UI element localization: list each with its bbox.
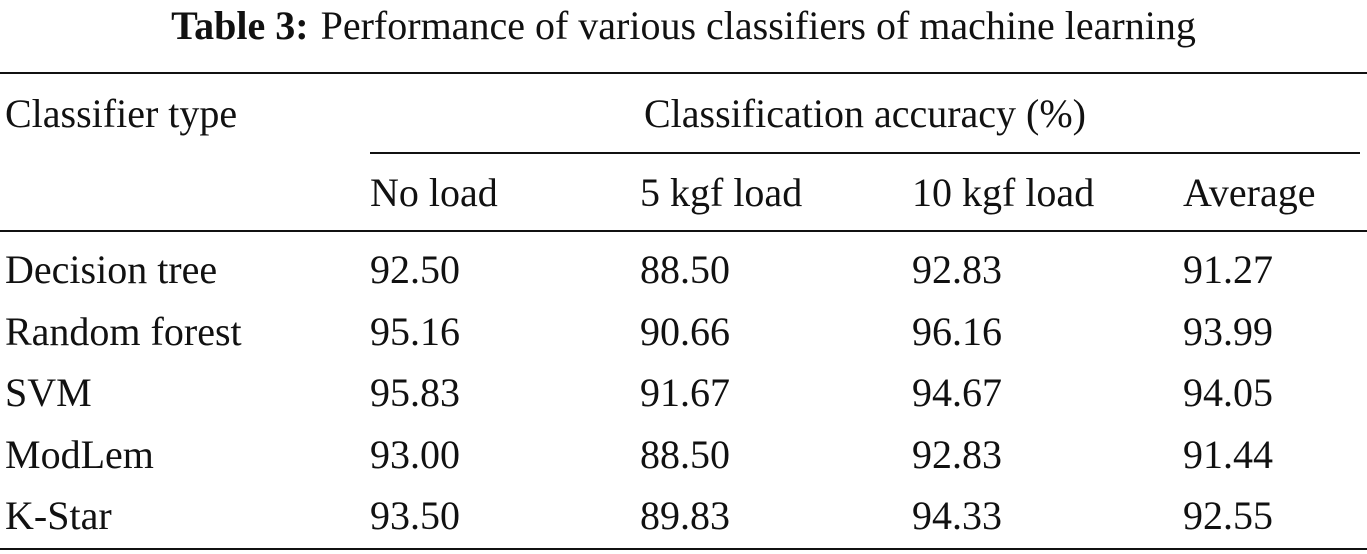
cell: 93.00 bbox=[370, 431, 460, 477]
cell: 92.83 bbox=[912, 431, 1002, 477]
cell: 91.27 bbox=[1183, 247, 1273, 292]
row-label: K-Star bbox=[5, 493, 112, 538]
header-rule bbox=[0, 230, 1367, 232]
cell: 94.33 bbox=[912, 493, 1002, 538]
cell: 95.83 bbox=[370, 370, 460, 415]
cell: 94.05 bbox=[1183, 370, 1273, 415]
top-rule bbox=[0, 72, 1367, 74]
row-header: Classifier type bbox=[5, 91, 238, 136]
cell: 96.16 bbox=[912, 308, 1002, 354]
group-header: Classification accuracy (%) bbox=[643, 91, 1086, 136]
column-header: 10 kgf load bbox=[912, 170, 1095, 215]
caption-label: Table 3: bbox=[171, 3, 309, 48]
cell: 92.50 bbox=[370, 247, 460, 292]
cell: 91.44 bbox=[1183, 431, 1273, 477]
cell: 93.50 bbox=[370, 493, 460, 538]
cell: 92.55 bbox=[1183, 493, 1273, 538]
cell: 88.50 bbox=[640, 431, 730, 477]
column-header: Average bbox=[1183, 170, 1316, 215]
column-header: No load bbox=[370, 170, 498, 215]
cell: 93.99 bbox=[1183, 308, 1273, 354]
row-label: Random forest bbox=[5, 308, 242, 354]
table-caption: Table 3: Performance of various classifie… bbox=[0, 4, 1367, 48]
cell: 92.83 bbox=[912, 247, 1002, 292]
row-label: ModLem bbox=[5, 431, 154, 477]
cell: 89.83 bbox=[640, 493, 730, 538]
caption-text: Performance of various classifiers of ma… bbox=[320, 3, 1196, 48]
row-label: Decision tree bbox=[5, 247, 218, 292]
group-rule bbox=[370, 152, 1360, 154]
cell: 94.67 bbox=[912, 370, 1002, 415]
cell: 88.50 bbox=[640, 247, 730, 292]
cell: 90.66 bbox=[640, 308, 730, 354]
cell: 95.16 bbox=[370, 308, 460, 354]
cell: 91.67 bbox=[640, 370, 730, 415]
bottom-rule bbox=[0, 548, 1367, 550]
column-header: 5 kgf load bbox=[640, 170, 803, 215]
row-label: SVM bbox=[5, 370, 92, 415]
